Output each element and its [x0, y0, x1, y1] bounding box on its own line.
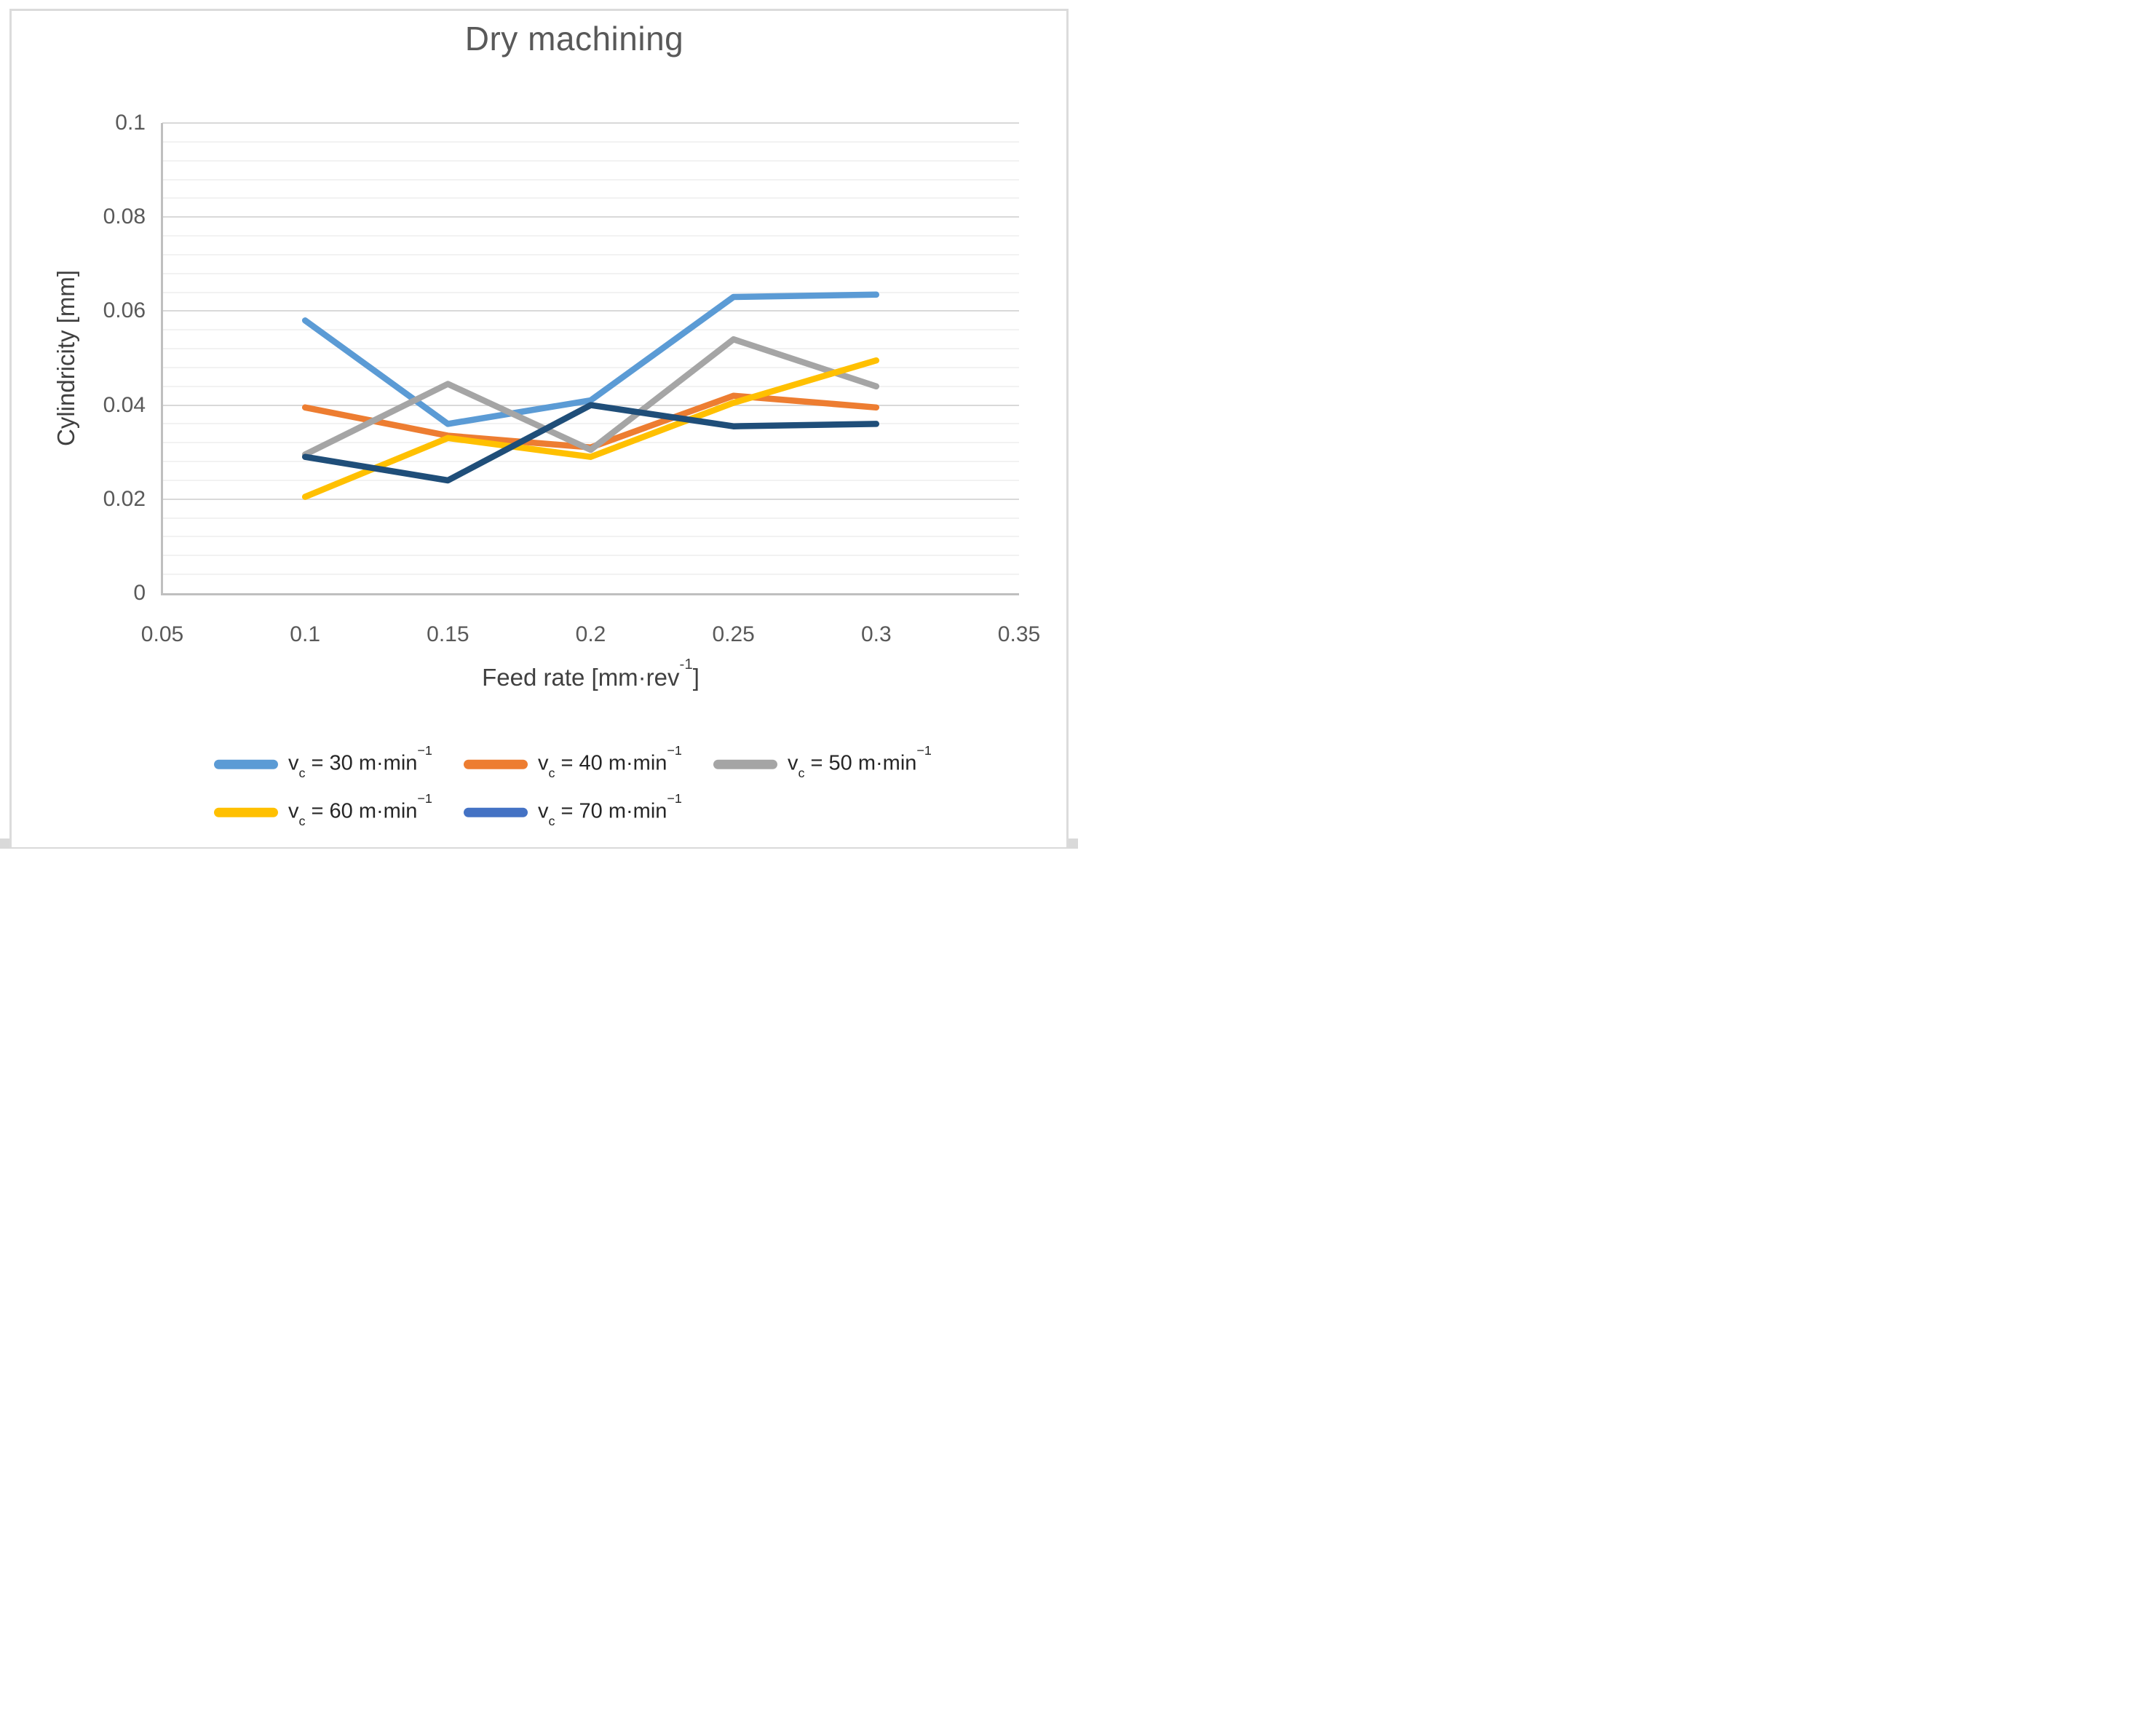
x-axis-title: Feed rate [mm·rev-1] — [162, 656, 1019, 691]
minor-gridline-0.044 — [162, 385, 1019, 387]
minor-gridline-0.028 — [162, 461, 1019, 463]
minor-gridline-0.092 — [162, 159, 1019, 162]
legend-item-vc70: vc = 70 m·min−1 — [464, 790, 682, 828]
plot-area — [162, 122, 1019, 593]
legend-item-vc30: vc = 30 m·min−1 — [214, 742, 432, 780]
minor-gridline-0.012 — [162, 536, 1019, 538]
minor-gridline-0.032 — [162, 442, 1019, 444]
x-axis-title-exponent: -1 — [679, 655, 693, 673]
x-axis-title-text: Feed rate [mm·rev — [482, 664, 680, 691]
x-tick-label-0.05: 0.05 — [140, 622, 184, 646]
legend-label-vc60: vc = 60 m·min−1 — [288, 790, 432, 828]
minor-gridline-0.008 — [162, 555, 1019, 557]
legend-label-vc30: vc = 30 m·min−1 — [288, 742, 432, 780]
series-line-vc30 — [301, 291, 880, 427]
minor-gridline-0.048 — [162, 366, 1019, 368]
major-gridline-0.080 — [162, 216, 1019, 218]
y-axis-line — [161, 123, 163, 595]
x-tick-label-0.3: 0.3 — [860, 622, 892, 646]
minor-gridline-0.088 — [162, 178, 1019, 181]
legend-swatch-vc30 — [214, 759, 278, 769]
chart-page: Dry machining 0 0.02 0.04 0.06 0.08 0.1 0.05 0… — [0, 0, 1078, 854]
y-tick-label-0.04: 0.04 — [103, 392, 146, 417]
y-tick-label-0: 0 — [133, 581, 146, 605]
minor-gridline-0.052 — [162, 348, 1019, 350]
minor-gridline-0.076 — [162, 235, 1019, 237]
y-tick-label-0.08: 0.08 — [103, 205, 146, 229]
legend-label-vc70: vc = 70 m·min−1 — [538, 790, 682, 828]
x-axis-line — [161, 593, 1019, 595]
minor-gridline-0.036 — [162, 423, 1019, 425]
legend-label-vc50: vc = 50 m·min−1 — [788, 742, 932, 780]
major-gridline-0.100 — [162, 122, 1019, 124]
minor-gridline-0.084 — [162, 197, 1019, 199]
minor-gridline-0.064 — [162, 291, 1019, 293]
minor-gridline-0.072 — [162, 253, 1019, 255]
minor-gridline-0.016 — [162, 517, 1019, 519]
y-tick-label-0.06: 0.06 — [103, 298, 146, 323]
series-line-vc60 — [301, 357, 880, 500]
y-tick-label-0.1: 0.1 — [115, 111, 146, 135]
y-tick-label-0.02: 0.02 — [103, 486, 146, 511]
major-gridline-0.020 — [162, 498, 1019, 500]
minor-gridline-0.068 — [162, 272, 1019, 274]
x-tick-label-0.1: 0.1 — [290, 622, 321, 646]
legend-swatch-vc60 — [214, 807, 278, 817]
x-tick-label-0.35: 0.35 — [997, 622, 1041, 646]
x-tick-label-0.2: 0.2 — [575, 622, 606, 646]
legend-swatch-vc50 — [713, 759, 777, 769]
legend-item-vc60: vc = 60 m·min−1 — [214, 790, 432, 828]
legend-swatch-vc40 — [464, 759, 528, 769]
minor-gridline-0.056 — [162, 329, 1019, 331]
series-line-vc70 — [301, 402, 880, 484]
legend-swatch-vc70 — [464, 807, 528, 817]
minor-gridline-0.024 — [162, 479, 1019, 481]
legend-item-vc40: vc = 40 m·min−1 — [464, 742, 682, 780]
x-tick-label-0.25: 0.25 — [712, 622, 755, 646]
legend-label-vc40: vc = 40 m·min−1 — [538, 742, 682, 780]
legend-item-vc50: vc = 50 m·min−1 — [713, 742, 932, 780]
major-gridline-0.060 — [162, 310, 1019, 312]
minor-gridline-0.096 — [162, 140, 1019, 143]
x-tick-label-0.15: 0.15 — [427, 622, 469, 646]
chart-title: Dry machining — [464, 20, 684, 58]
x-axis-title-bracket: ] — [692, 664, 699, 691]
series-lines-canvas — [301, 291, 880, 500]
series-line-vc50 — [301, 336, 880, 458]
minor-gridline-0.004 — [162, 574, 1019, 576]
